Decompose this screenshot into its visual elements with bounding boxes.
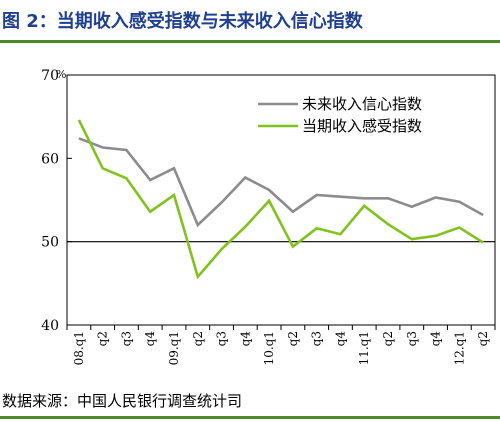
- x-tick-label: q3: [310, 331, 324, 346]
- x-tick-label: 09.q1: [167, 331, 181, 365]
- x-tick-label: q4: [429, 331, 443, 347]
- x-tick-label: q4: [238, 331, 252, 347]
- series-line-2: [77, 119, 484, 280]
- x-tick-label: q3: [215, 331, 229, 346]
- legend-label-1: 未来收入信心指数: [302, 95, 422, 113]
- x-tick-label: q2: [96, 331, 110, 346]
- x-tick-label: q2: [191, 331, 205, 346]
- figure-title: 图 2：当期收入感受指数与未来收入信心指数: [2, 11, 363, 32]
- legend-label-2: 当期收入感受指数: [302, 117, 422, 135]
- y-tick-label: 40: [41, 318, 59, 334]
- top-rule: [0, 40, 500, 43]
- y-tick-label: 70: [41, 68, 59, 84]
- x-tick-label: q2: [381, 331, 395, 346]
- x-tick-label: q3: [119, 331, 133, 346]
- x-tick-label: q3: [405, 331, 419, 346]
- x-tick-label: 12.q1: [452, 331, 466, 365]
- x-tick-label: q4: [143, 331, 157, 347]
- x-tick-label: q2: [286, 331, 300, 346]
- x-tick-label: 11.q1: [357, 331, 371, 365]
- series-line-1: [78, 137, 484, 228]
- bottom-rule: [0, 416, 500, 419]
- x-tick-label: q4: [333, 331, 347, 347]
- x-tick-label: 10.q1: [262, 331, 276, 365]
- x-tick-label: 08.q1: [72, 331, 86, 365]
- y-tick-label: 50: [41, 235, 59, 251]
- source-note: 数据来源：中国人民银行调查统计司: [2, 392, 243, 410]
- x-tick-label: q2: [476, 331, 490, 346]
- y-tick-label: 60: [41, 151, 59, 167]
- y-unit-label: %: [56, 68, 66, 81]
